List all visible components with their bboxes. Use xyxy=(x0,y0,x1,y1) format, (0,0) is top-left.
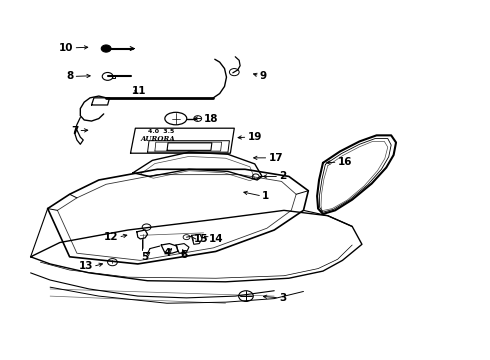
Text: 5: 5 xyxy=(142,252,149,262)
Text: 4.0  3.5: 4.0 3.5 xyxy=(147,129,174,134)
Text: 9: 9 xyxy=(260,71,267,81)
Text: 17: 17 xyxy=(269,153,283,163)
Text: 12: 12 xyxy=(104,232,118,242)
Text: 7: 7 xyxy=(71,126,78,136)
Text: 18: 18 xyxy=(203,113,218,123)
Text: 4: 4 xyxy=(163,248,171,258)
Text: 14: 14 xyxy=(208,234,223,244)
Text: 15: 15 xyxy=(194,234,208,244)
Text: 16: 16 xyxy=(338,157,352,167)
Text: 11: 11 xyxy=(132,86,147,96)
Circle shape xyxy=(101,45,111,52)
Text: AURORA: AURORA xyxy=(140,135,175,143)
Text: 3: 3 xyxy=(279,293,286,303)
Text: 13: 13 xyxy=(78,261,93,271)
Text: 19: 19 xyxy=(247,132,262,142)
Text: 2: 2 xyxy=(279,171,286,181)
Text: 10: 10 xyxy=(59,43,74,53)
Text: 6: 6 xyxy=(180,250,188,260)
Text: 8: 8 xyxy=(66,71,74,81)
Text: 1: 1 xyxy=(262,191,270,201)
